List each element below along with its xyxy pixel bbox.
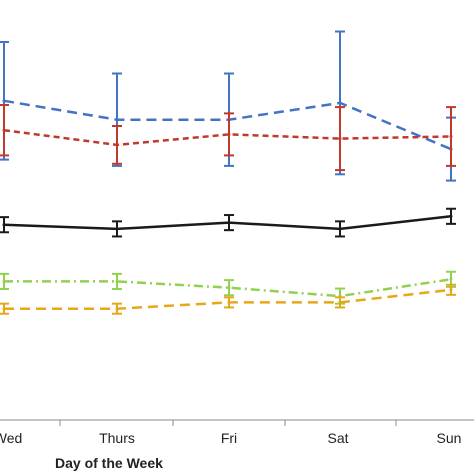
data-point: [338, 101, 342, 105]
series-line: [3, 128, 452, 147]
x-tick-label-thurs: Thurs: [99, 430, 135, 446]
data-point: [227, 286, 231, 290]
x-tick-label-fri: Fri: [221, 430, 237, 446]
data-point: [449, 288, 453, 292]
x-tick-label-sun: Sun: [437, 430, 462, 446]
series-3: [0, 207, 456, 238]
data-point: [115, 307, 119, 311]
data-point: [2, 99, 6, 103]
data-point: [2, 307, 6, 311]
x-tick-label-sat: Sat: [327, 430, 348, 446]
data-point: [227, 300, 231, 304]
data-point: [2, 279, 6, 283]
data-point: [449, 135, 453, 138]
data-point: [115, 118, 119, 122]
data-point: [2, 128, 6, 132]
x-axis-tick-labels: Wed Thurs Fri Sat Sun: [0, 430, 461, 446]
data-point: [115, 227, 119, 231]
series-line: [3, 99, 452, 151]
data-point: [115, 143, 119, 147]
series-2: [0, 104, 456, 172]
data-point: [227, 132, 231, 136]
x-tick-label-wed: Wed: [0, 430, 22, 446]
plot-area: [0, 30, 456, 315]
series-line: [4, 288, 452, 310]
x-axis-title: Day of the Week: [55, 455, 163, 471]
data-point: [449, 214, 453, 218]
data-point: [449, 277, 453, 281]
data-point: [227, 221, 231, 225]
series-1: [0, 30, 456, 182]
data-point: [115, 279, 119, 283]
data-point: [338, 137, 342, 141]
data-point: [338, 227, 342, 231]
series-5: [0, 283, 456, 315]
x-axis-ticks: [59, 420, 397, 426]
data-point: [338, 300, 342, 304]
data-point: [2, 223, 6, 227]
